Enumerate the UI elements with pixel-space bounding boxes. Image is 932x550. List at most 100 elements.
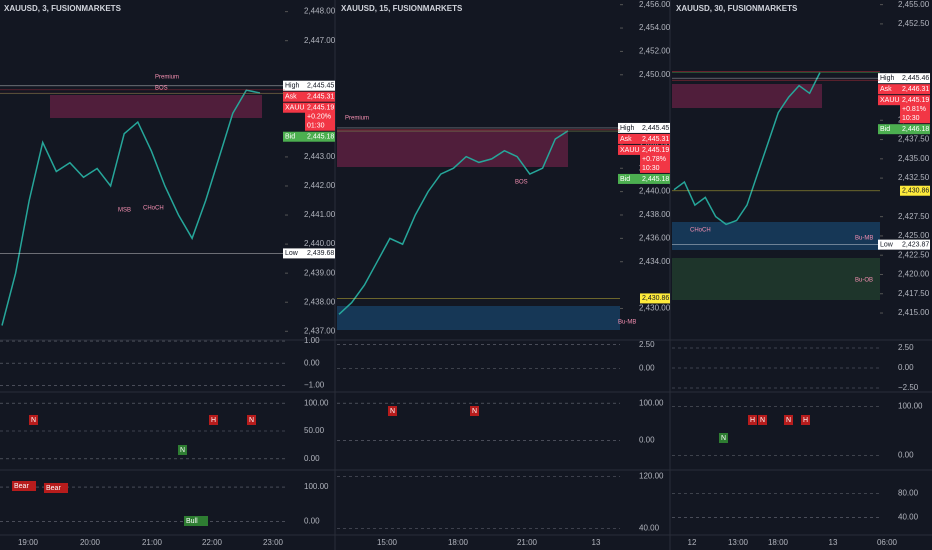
tag-name-box bbox=[283, 248, 305, 259]
chart-title: XAUUSD, 30, FUSIONMARKETS bbox=[676, 4, 798, 13]
tag-box bbox=[900, 95, 930, 124]
signal-box bbox=[388, 406, 397, 416]
tag-name: Ask bbox=[880, 86, 892, 93]
price-tick-label: 2,447.00 bbox=[304, 36, 336, 45]
tag-detail: +0.81% bbox=[902, 106, 926, 113]
tag-detail: 10:30 bbox=[642, 165, 660, 172]
price-tick-label: 2,425.00 bbox=[898, 231, 930, 240]
tag-name: Low bbox=[880, 241, 894, 248]
price-tick-label: 2,417.50 bbox=[898, 289, 930, 298]
tag-box bbox=[305, 91, 335, 102]
signal-label: H bbox=[211, 417, 216, 424]
pane-tick-label: 100.00 bbox=[639, 398, 664, 407]
price-tick-label: 2,450.00 bbox=[639, 70, 671, 79]
tag-value: 2,423.87 bbox=[902, 241, 929, 248]
tag-box bbox=[640, 122, 670, 133]
tag-value: 2,446.18 bbox=[902, 126, 929, 133]
tag-name: Ask bbox=[285, 94, 297, 101]
price-tick-label: 2,448.00 bbox=[304, 7, 336, 16]
price-tick-label: 2,430.00 bbox=[639, 304, 671, 313]
tag-box bbox=[640, 293, 670, 304]
annotation: Premium bbox=[345, 116, 369, 122]
tag-name-box bbox=[618, 122, 640, 133]
signal-label: H bbox=[803, 417, 808, 424]
tag-value: 2,445.18 bbox=[642, 176, 669, 183]
tag-name: XAUUSD bbox=[880, 97, 909, 104]
tag-box bbox=[900, 84, 930, 95]
tag-detail: +0.78% bbox=[642, 156, 666, 163]
zone bbox=[672, 258, 880, 300]
tag-box bbox=[640, 133, 670, 144]
tag-name: Low bbox=[285, 250, 299, 257]
pane-tick-label: 120.00 bbox=[639, 472, 664, 481]
tag-box bbox=[900, 185, 930, 196]
tag-name-box bbox=[283, 80, 305, 91]
zone bbox=[337, 130, 568, 167]
zone bbox=[672, 84, 822, 108]
zone bbox=[50, 95, 262, 118]
time-label: 18:00 bbox=[448, 538, 469, 547]
price-tick-label: 2,432.50 bbox=[898, 173, 930, 182]
signal-box bbox=[209, 415, 218, 425]
signal-label: N bbox=[390, 408, 395, 415]
signal-box bbox=[29, 415, 38, 425]
tag-box bbox=[900, 239, 930, 250]
pane-tick-label: 0.00 bbox=[898, 363, 914, 372]
signal-label: N bbox=[31, 417, 36, 424]
tag-value: 2,446.31 bbox=[902, 86, 929, 93]
time-label: 20:00 bbox=[80, 538, 101, 547]
tag-name: Ask bbox=[620, 136, 632, 143]
tag-box bbox=[900, 124, 930, 135]
tag-name-box bbox=[878, 84, 900, 95]
signal-box bbox=[801, 415, 810, 425]
annotation: Bu-MB bbox=[855, 236, 873, 242]
tag-value: 2,430.86 bbox=[642, 295, 669, 302]
price-tick-label: 2,434.00 bbox=[639, 257, 671, 266]
signal-box bbox=[719, 433, 728, 443]
pane-tick-label: 0.00 bbox=[304, 358, 320, 367]
tag-detail: 10:30 bbox=[902, 115, 920, 122]
price-tick-label: 2,422.50 bbox=[898, 250, 930, 259]
pane-tick-label: 0.00 bbox=[639, 435, 655, 444]
tag-name: High bbox=[620, 125, 635, 132]
pane-tick-label: 100.00 bbox=[304, 482, 329, 491]
tag-name: High bbox=[285, 83, 300, 90]
tag-name-box bbox=[283, 102, 305, 113]
price-tick-label: 2,427.50 bbox=[898, 212, 930, 221]
price-tick-label: 2,415.00 bbox=[898, 308, 930, 317]
tag-name-box bbox=[618, 133, 640, 144]
price-tick-label: 2,436.00 bbox=[639, 233, 671, 242]
tag-name-box bbox=[283, 131, 305, 142]
tag-name-box bbox=[878, 95, 900, 106]
price-tick-label: 2,438.00 bbox=[304, 297, 336, 306]
tag-value: 2,445.31 bbox=[307, 94, 334, 101]
time-label: 19:00 bbox=[18, 538, 39, 547]
tag-value: 2,445.31 bbox=[642, 136, 669, 143]
pane-tick-label: 2.50 bbox=[898, 343, 914, 352]
pane-tick-label: 1.00 bbox=[304, 336, 320, 345]
tag-value: 2,445.19 bbox=[642, 147, 669, 154]
time-label: 21:00 bbox=[142, 538, 163, 547]
tag-detail: 01:30 bbox=[307, 123, 325, 130]
signal-box bbox=[44, 483, 68, 493]
pane-tick-label: 0.00 bbox=[639, 363, 655, 372]
tag-value: 2,445.45 bbox=[307, 83, 334, 90]
price-tick-label: 2,443.00 bbox=[304, 152, 336, 161]
signal-label: N bbox=[760, 417, 765, 424]
tag-box bbox=[900, 73, 930, 84]
signal-box bbox=[247, 415, 256, 425]
time-label: 21:00 bbox=[517, 538, 538, 547]
time-label: 13 bbox=[592, 538, 601, 547]
zone bbox=[337, 306, 620, 330]
tag-box bbox=[305, 248, 335, 259]
price-line bbox=[338, 130, 569, 315]
pane-tick-label: 80.00 bbox=[898, 489, 919, 498]
tag-name-box bbox=[878, 239, 900, 250]
tag-name: Bid bbox=[620, 176, 630, 183]
zone bbox=[672, 222, 880, 250]
price-tick-label: 2,444.00 bbox=[639, 140, 671, 149]
pane-tick-label: −2.50 bbox=[898, 383, 919, 392]
tag-value: 2,445.45 bbox=[642, 125, 669, 132]
signal-box bbox=[178, 445, 187, 455]
tag-detail: +0.20% bbox=[307, 114, 331, 121]
